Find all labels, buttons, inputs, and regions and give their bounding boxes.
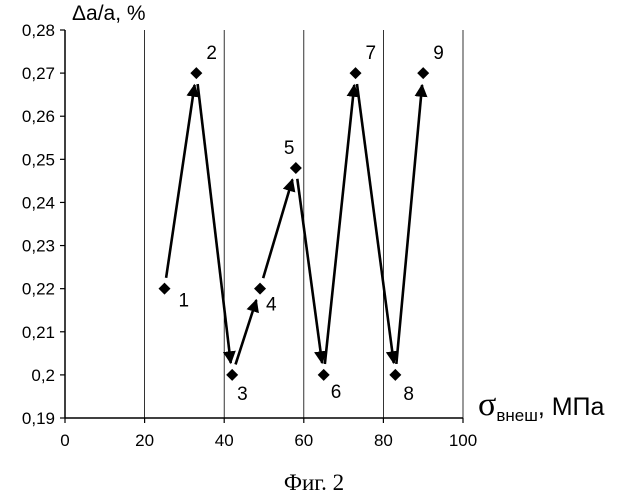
data-point [290, 162, 302, 174]
y-tick-label: 0,28 [22, 21, 55, 40]
point-label: 7 [366, 43, 377, 64]
y-tick-label: 0,26 [22, 107, 55, 126]
x-tick-labels: 0 20 40 60 80 100 [60, 431, 477, 450]
point-label: 5 [284, 138, 295, 159]
x-tick-label: 20 [135, 431, 154, 450]
point-label: 1 [179, 291, 190, 312]
point-label: 3 [237, 384, 248, 405]
y-tick-label: 0,27 [22, 64, 55, 83]
point-label: 2 [206, 43, 217, 64]
point-label: 9 [433, 43, 444, 64]
point-label: 4 [266, 295, 277, 316]
y-tick-label: 0,21 [22, 323, 55, 342]
y-tick-label: 0,22 [22, 280, 55, 299]
y-tick-label: 0,24 [22, 193, 55, 212]
sequence-arrow [297, 179, 322, 363]
y-tick-label: 0,23 [22, 237, 55, 256]
y-tick-label: 0,2 [31, 366, 55, 385]
point-label: 6 [331, 382, 342, 403]
y-axis-label: Δa/a, % [72, 2, 146, 25]
point-labels: 1 2 3 4 5 6 7 8 9 [179, 43, 444, 405]
y-tick-label: 0,25 [22, 150, 55, 169]
x-tick-label: 0 [60, 431, 69, 450]
x-tick-label: 40 [215, 431, 234, 450]
sequence-arrow [325, 85, 354, 364]
data-point [190, 67, 202, 79]
y-tick-label: 0,19 [22, 409, 55, 428]
axes [60, 30, 463, 423]
x-axis-label-symbol: σ [478, 386, 496, 423]
x-axis-label-unit: , МПа [538, 393, 605, 421]
data-point [350, 67, 362, 79]
x-axis-label-subscript: внеш [496, 406, 538, 425]
sequence-arrow [396, 85, 422, 364]
x-tick-label: 100 [449, 431, 477, 450]
point-label: 8 [403, 384, 414, 405]
sequence-arrow [198, 84, 231, 363]
data-point [417, 67, 429, 79]
data-point [254, 283, 266, 295]
y-tick-labels: 0,19 0,2 0,21 0,22 0,23 0,24 0,25 0,26 0,27 0,28 [22, 21, 55, 428]
sequence-arrow [263, 179, 292, 278]
data-point [226, 369, 238, 381]
figure-caption: Фиг. 2 [284, 470, 344, 495]
x-axis-label: σвнеш, МПа [478, 386, 605, 425]
x-tick-label: 60 [294, 431, 313, 450]
data-point [159, 283, 171, 295]
data-point [318, 369, 330, 381]
data-points [159, 67, 430, 381]
sequence-arrow [166, 85, 194, 278]
sequence-arrow [357, 84, 394, 363]
x-tick-label: 80 [374, 431, 393, 450]
data-point [389, 369, 401, 381]
sequence-arrow [236, 300, 257, 364]
